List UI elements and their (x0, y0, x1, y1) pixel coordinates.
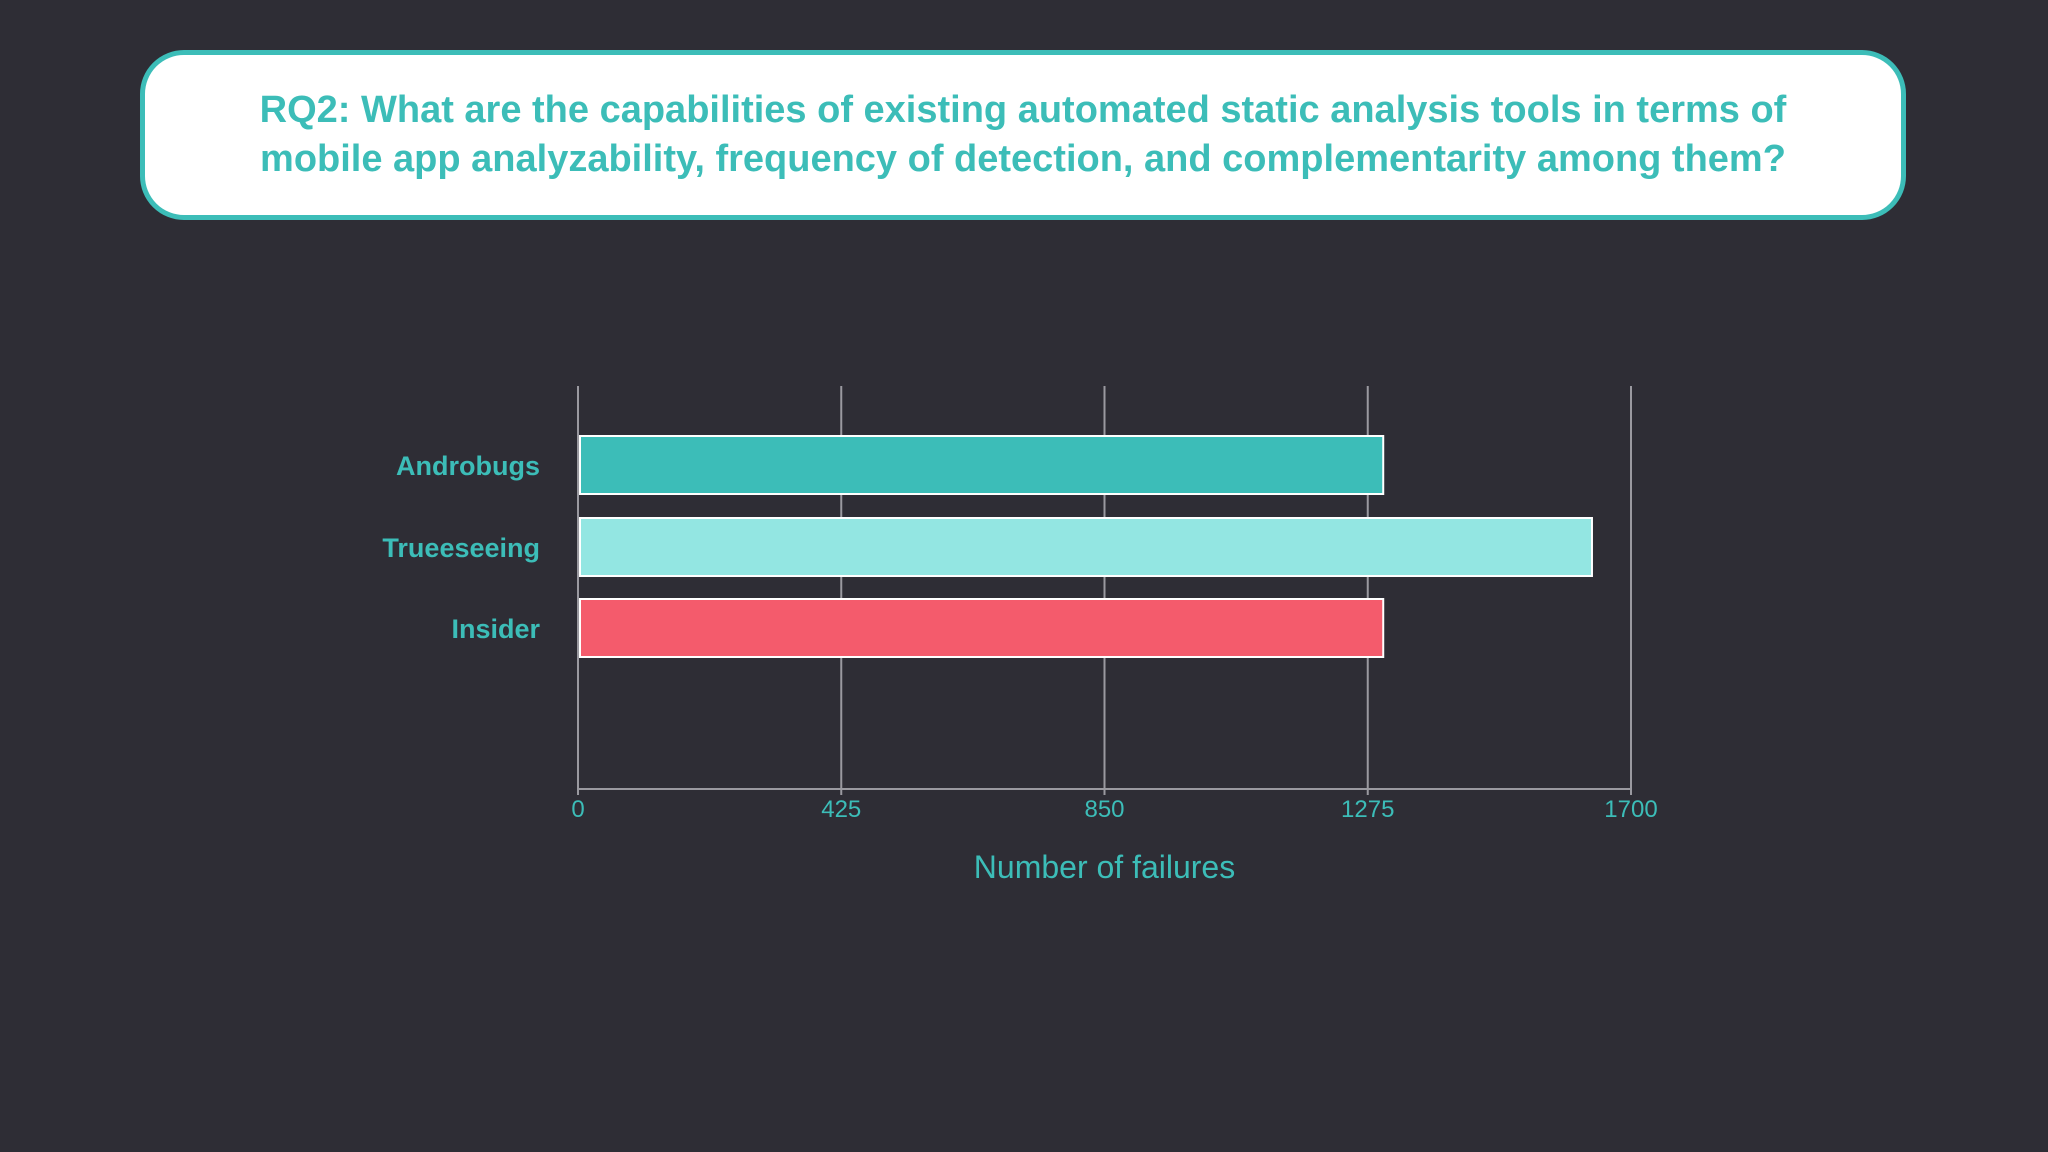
x-tick-label-850: 850 (1084, 796, 1124, 823)
x-tick-label-0: 0 (571, 796, 584, 823)
research-question-line-1: RQ2: What are the capabilities of existi… (259, 89, 1787, 131)
research-question-box: RQ2: What are the capabilities of existi… (140, 50, 1906, 220)
bar-layer (579, 435, 1593, 658)
x-tick-label-425: 425 (821, 796, 861, 823)
label-layer: 0 425 850 1275 1700 Androbugs Trueeseeing Insid… (382, 451, 1657, 823)
x-tick-label-1700: 1700 (1604, 796, 1657, 823)
category-label-androbugs: Androbugs (396, 451, 540, 481)
research-question-text: RQ2: What are the capabilities of existi… (260, 86, 1787, 184)
bar-trueeseeing (579, 517, 1593, 577)
x-axis-title: Number of failures (974, 849, 1235, 885)
research-question-line-2: mobile app analyzability, frequency of d… (260, 138, 1786, 180)
x-tick-label-1275: 1275 (1341, 796, 1394, 823)
bar-androbugs (579, 435, 1385, 495)
category-label-insider: Insider (451, 614, 540, 644)
category-label-trueeseeing: Trueeseeing (382, 533, 540, 563)
bar-insider (579, 598, 1385, 658)
